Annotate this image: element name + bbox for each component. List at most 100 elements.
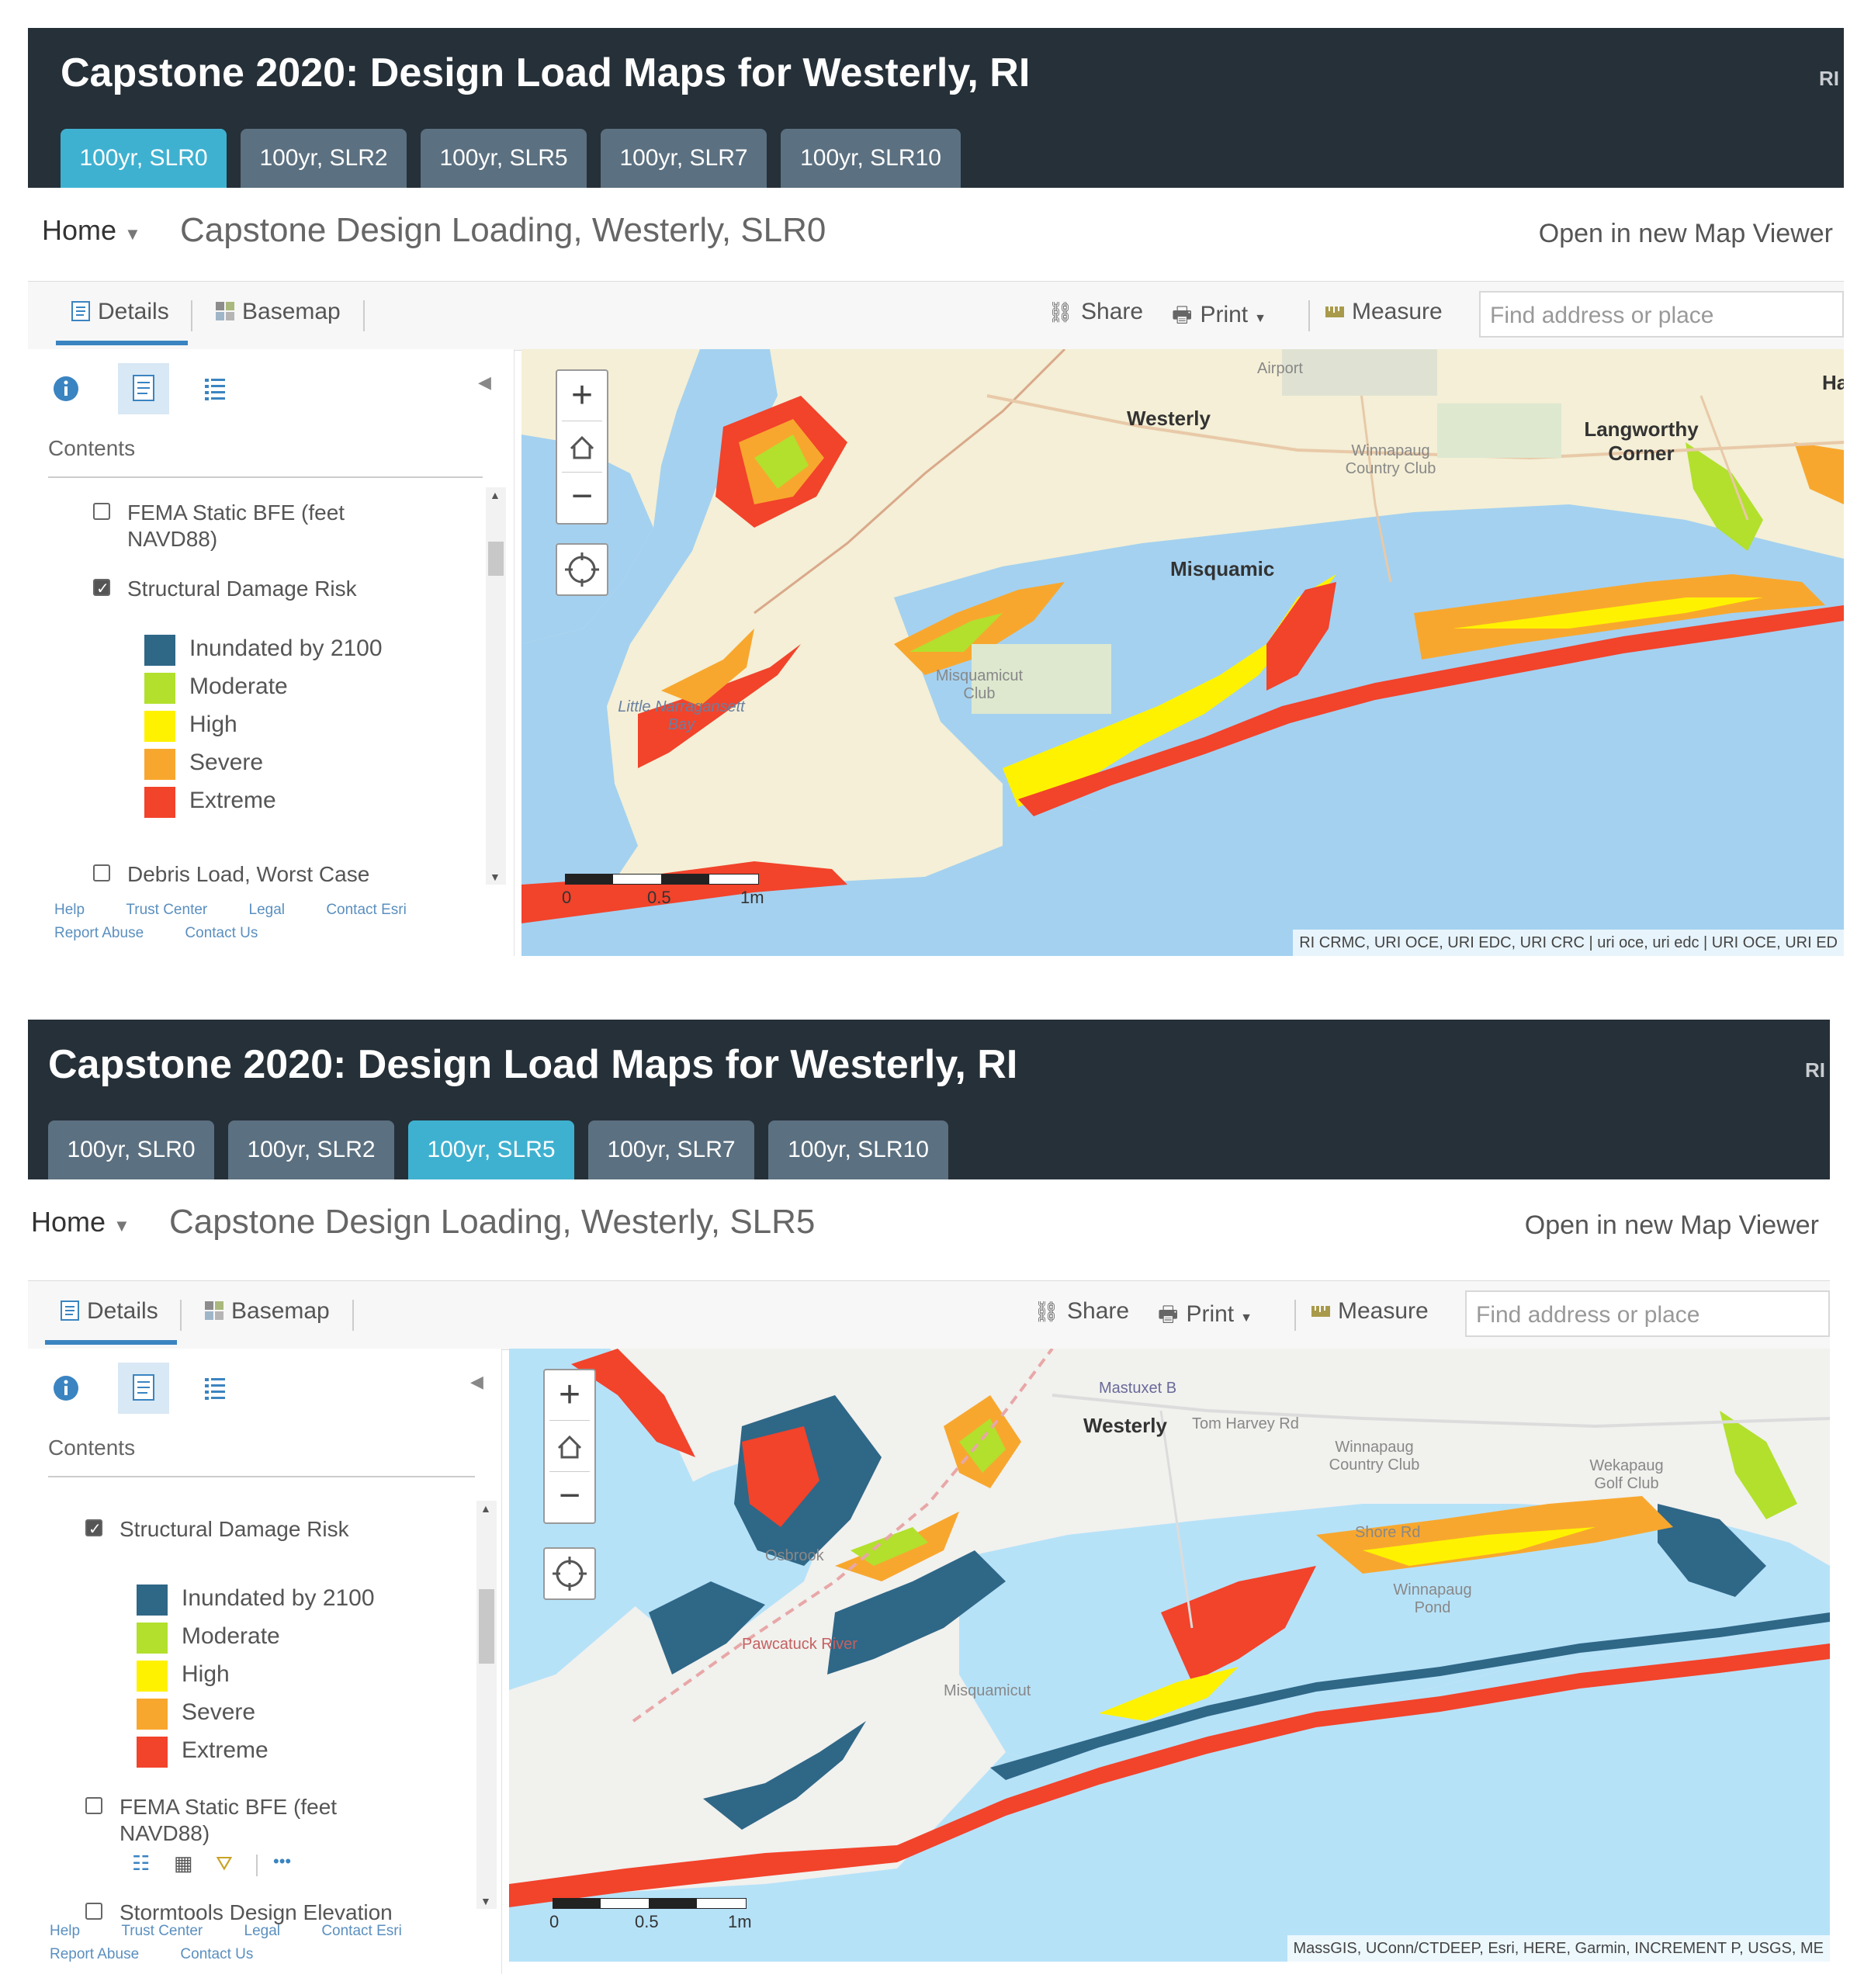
tab-slr7[interactable]: 100yr, SLR7 — [588, 1120, 754, 1179]
tab-slr2[interactable]: 100yr, SLR2 — [228, 1120, 394, 1179]
print-button[interactable]: 🖶 Print ▼ — [1172, 299, 1266, 336]
tab-slr10[interactable]: 100yr, SLR10 — [781, 129, 961, 188]
legend-label: Severe — [182, 1699, 256, 1725]
home-extent-button[interactable] — [545, 1422, 594, 1471]
legend-swatch — [137, 1661, 168, 1692]
footer-links-row1: Help Trust Center Legal Contact Esri — [50, 1923, 402, 1940]
contents-heading: Contents — [48, 1436, 136, 1460]
measure-button[interactable]: Measure — [1310, 1298, 1429, 1325]
info-icon[interactable] — [45, 1367, 87, 1409]
search-input[interactable]: Find address or place — [1479, 291, 1844, 338]
details-button[interactable]: Details — [59, 1298, 158, 1325]
contact-us-link[interactable]: Contact Us — [180, 1946, 254, 1962]
tab-slr2[interactable]: 100yr, SLR2 — [241, 129, 407, 188]
share-label: Share — [1081, 299, 1144, 324]
collapse-sidebar-icon[interactable]: ◀ — [470, 1372, 483, 1391]
scale-label: 1m — [740, 888, 764, 907]
home-menu[interactable]: Home ▼ — [31, 1206, 130, 1238]
share-button[interactable]: ⛓ Share — [1034, 1298, 1129, 1325]
open-map-viewer-link[interactable]: Open in new Map Viewer — [1538, 219, 1833, 248]
basemap-button[interactable]: Basemap — [214, 299, 341, 325]
zoom-control: + − — [543, 1369, 596, 1524]
open-map-viewer-link[interactable]: Open in new Map Viewer — [1524, 1210, 1819, 1240]
legend-list-icon[interactable] — [194, 1367, 236, 1409]
collapse-sidebar-icon[interactable]: ◀ — [478, 372, 491, 392]
scroll-up-icon[interactable]: ▲ — [480, 1502, 491, 1515]
filter-icon[interactable]: ⛛ — [216, 1851, 233, 1875]
attribute-table-icon[interactable]: ☷ — [132, 1851, 151, 1875]
sidebar-scrollbar[interactable]: ▲ ▼ — [486, 487, 506, 885]
map-canvas — [521, 349, 1844, 956]
map-toolbar: Details Basemap ⛓ Share 🖶 Print ▼ Measure F… — [28, 281, 1844, 351]
nav-bar: Home ▼ Capstone Design Loading, Westerly,… — [28, 1179, 1830, 1265]
tab-slr7[interactable]: 100yr, SLR7 — [601, 129, 767, 188]
zoom-out-button[interactable]: − — [558, 1475, 581, 1516]
trust-center-link[interactable]: Trust Center — [126, 902, 208, 918]
nav-bar: Home ▼ Capstone Design Loading, Westerly,… — [28, 188, 1844, 273]
layer-checkbox[interactable] — [85, 1797, 102, 1814]
help-link[interactable]: Help — [50, 1923, 81, 1939]
search-input[interactable]: Find address or place — [1465, 1290, 1830, 1337]
details-button[interactable]: Details — [70, 299, 169, 325]
contact-us-link[interactable]: Contact Us — [185, 925, 258, 941]
legend-label: Moderate — [189, 674, 288, 699]
report-abuse-link[interactable]: Report Abuse — [54, 925, 144, 941]
locate-button[interactable] — [543, 1547, 596, 1600]
layer-checkbox[interactable] — [93, 576, 110, 602]
measure-button[interactable]: Measure — [1324, 299, 1443, 325]
tab-slr0[interactable]: 100yr, SLR0 — [48, 1120, 214, 1179]
locate-button[interactable] — [556, 543, 608, 596]
map-attribution: RI CRMC, URI OCE, URI EDC, URI CRC | uri… — [1293, 930, 1844, 956]
contact-esri-link[interactable]: Contact Esri — [326, 902, 407, 918]
map-view[interactable]: + − Westerly Langworthy Corner Misquamic… — [521, 349, 1844, 956]
zoom-in-button[interactable]: + — [570, 375, 594, 416]
more-options-icon[interactable]: ••• — [273, 1851, 292, 1871]
zoom-in-button[interactable]: + — [558, 1374, 581, 1415]
layer-name: Debris Load, Worst Case — [127, 862, 370, 886]
basemap-icon — [216, 302, 234, 320]
content-view-button[interactable] — [118, 1363, 169, 1414]
app-header: Capstone 2020: Design Load Maps for West… — [28, 1020, 1830, 1179]
layer-checkbox[interactable] — [93, 864, 110, 881]
print-button[interactable]: 🖶 Print ▼ — [1158, 1298, 1252, 1335]
layer-checkbox[interactable] — [93, 503, 110, 520]
scroll-thumb[interactable] — [479, 1589, 494, 1664]
home-extent-button[interactable] — [557, 422, 607, 472]
share-button[interactable]: ⛓ Share — [1048, 299, 1143, 325]
legend-label: Inundated by 2100 — [189, 636, 383, 661]
layer-checkbox[interactable] — [85, 1903, 102, 1920]
trust-center-link[interactable]: Trust Center — [121, 1923, 203, 1939]
layer-checkbox[interactable] — [85, 1516, 102, 1543]
basemap-button[interactable]: Basemap — [203, 1298, 330, 1325]
zoom-out-button[interactable]: − — [570, 476, 594, 517]
tab-slr5[interactable]: 100yr, SLR5 — [421, 129, 587, 188]
scroll-down-icon[interactable]: ▼ — [480, 1895, 491, 1907]
details-sidebar: ◀ Contents Structural Damage Risk Inunda… — [28, 1349, 502, 1974]
scale-bar — [565, 874, 759, 885]
legal-link[interactable]: Legal — [244, 1923, 281, 1939]
footer-links-row2: Report Abuse Contact Us — [54, 925, 258, 942]
home-menu[interactable]: Home ▼ — [42, 214, 141, 247]
divider — [562, 472, 602, 473]
info-icon[interactable] — [45, 368, 87, 410]
report-abuse-link[interactable]: Report Abuse — [50, 1946, 140, 1962]
tab-slr0[interactable]: 100yr, SLR0 — [61, 129, 227, 188]
legal-link[interactable]: Legal — [248, 902, 286, 918]
scroll-up-icon[interactable]: ▲ — [490, 489, 501, 501]
divider — [1294, 1300, 1296, 1331]
scale-label: 0.5 — [647, 888, 671, 907]
map-canvas — [509, 1349, 1830, 1962]
tab-slr10[interactable]: 100yr, SLR10 — [768, 1120, 948, 1179]
scroll-thumb[interactable] — [488, 542, 504, 576]
legend-list-icon[interactable] — [194, 368, 236, 410]
content-view-button[interactable] — [118, 363, 169, 414]
help-link[interactable]: Help — [54, 902, 85, 918]
scroll-down-icon[interactable]: ▼ — [490, 871, 501, 883]
map-view[interactable]: + − Westerly Tom Harvey Rd Winnapaug Cou… — [509, 1349, 1830, 1962]
contact-esri-link[interactable]: Contact Esri — [321, 1923, 402, 1939]
sidebar-scrollbar[interactable]: ▲ ▼ — [476, 1501, 497, 1909]
basemap-icon — [205, 1301, 223, 1320]
tab-slr5[interactable]: 100yr, SLR5 — [408, 1120, 574, 1179]
divider — [191, 300, 192, 331]
table-icon[interactable]: ▦ — [174, 1851, 193, 1875]
